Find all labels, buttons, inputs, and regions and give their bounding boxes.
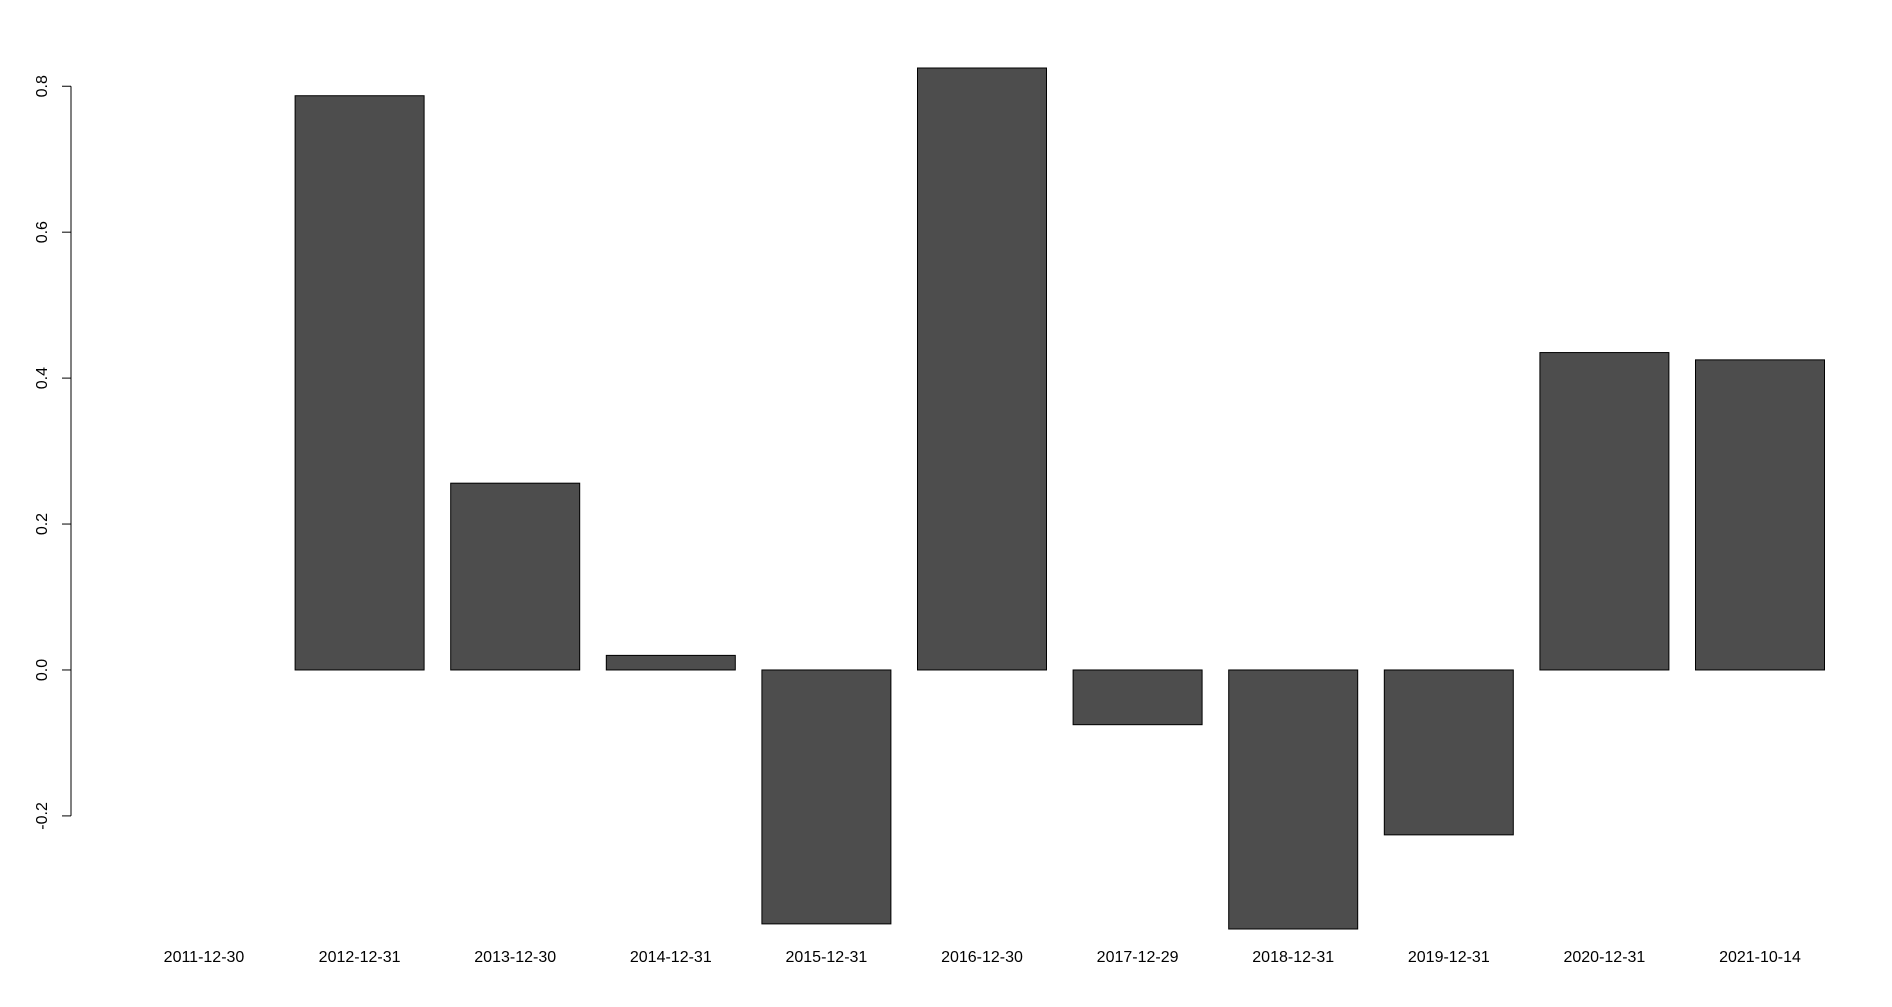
x-tick-label: 2014-12-31	[630, 949, 712, 966]
x-tick-label: 2018-12-31	[1252, 949, 1334, 966]
x-tick-label: 2012-12-31	[319, 949, 401, 966]
bar	[294, 95, 425, 671]
bar	[1383, 669, 1514, 836]
x-tick-label: 2011-12-30	[164, 949, 245, 966]
bar	[450, 482, 581, 671]
bar	[1695, 359, 1825, 671]
x-tick-label: 2017-12-29	[1097, 949, 1179, 966]
y-tick-label: -0.2	[34, 802, 51, 830]
x-tick-label: 2020-12-31	[1563, 949, 1645, 966]
bar	[1072, 669, 1203, 726]
x-tick-label: 2021-10-14	[1719, 949, 1801, 966]
bar	[917, 67, 1047, 671]
bar	[761, 669, 892, 925]
y-tick-label: 0.4	[34, 367, 51, 389]
y-tick-label: 0.0	[34, 659, 51, 681]
x-tick-label: 2013-12-30	[474, 949, 556, 966]
y-tick-label: 0.2	[34, 513, 51, 535]
bar	[1539, 352, 1670, 671]
x-tick-label: 2019-12-31	[1408, 949, 1490, 966]
x-tick-label: 2016-12-30	[941, 949, 1023, 966]
y-tick-label: 0.6	[34, 221, 51, 243]
x-tick-label: 2015-12-31	[785, 949, 867, 966]
y-tick-label: 0.8	[34, 75, 51, 97]
bar	[1228, 669, 1359, 930]
bar	[605, 654, 736, 671]
